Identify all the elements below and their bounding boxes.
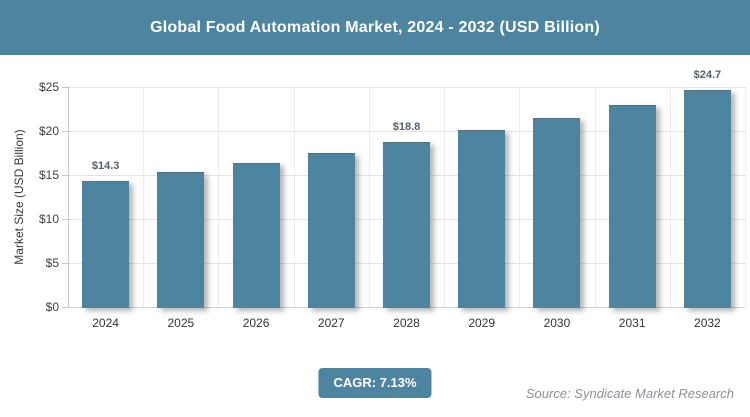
- bar-value-label: $24.7: [693, 68, 722, 81]
- chart-title-bar: Global Food Automation Market, 2024 - 20…: [0, 0, 750, 55]
- bar-2028: [383, 141, 430, 308]
- bar-value-label: $18.8: [392, 120, 421, 133]
- gridline-vertical: [594, 87, 596, 307]
- x-axis-label-2031: 2031: [618, 316, 646, 330]
- bar-2031: [608, 104, 656, 308]
- gridline-vertical: [143, 87, 145, 307]
- x-axis-label-2030: 2030: [543, 316, 571, 330]
- gridline-vertical: [293, 87, 295, 307]
- source-credit: Source: Syndicate Market Research: [525, 386, 734, 401]
- gridline-vertical: [745, 87, 746, 307]
- bar-2025: [157, 172, 205, 308]
- x-axis-label-2029: 2029: [468, 316, 496, 330]
- bar-2032: [683, 89, 731, 308]
- x-axis-label-2027: 2027: [317, 316, 345, 330]
- bar-2030: [533, 117, 581, 308]
- gridline-vertical: [218, 87, 220, 307]
- bar-2026: [232, 162, 280, 308]
- cagr-badge: CAGR: 7.13%: [318, 368, 432, 398]
- gridline-vertical: [519, 87, 521, 307]
- y-axis-tick-label: $15: [38, 168, 59, 182]
- bar-2027: [307, 153, 355, 308]
- x-axis-label-2025: 2025: [167, 316, 195, 330]
- y-axis-tick: [62, 175, 68, 176]
- x-axis-label-2032: 2032: [694, 316, 721, 330]
- gridline-horizontal: [68, 131, 745, 132]
- gridline-vertical: [368, 87, 370, 307]
- y-axis-line: [68, 86, 69, 307]
- bar-value-label: $14.3: [91, 160, 120, 173]
- gridline-vertical: [444, 87, 446, 307]
- gridline-horizontal: [68, 87, 745, 88]
- y-axis-tick-label: $10: [38, 212, 59, 226]
- y-axis-tick-label: $20: [38, 124, 59, 138]
- y-axis-tick: [62, 307, 68, 308]
- y-axis-tick-label: $0: [45, 300, 59, 314]
- x-axis-label-2028: 2028: [393, 316, 420, 330]
- bar-2029: [458, 130, 506, 308]
- y-axis-tick: [62, 219, 68, 220]
- x-axis-label-2026: 2026: [242, 316, 270, 330]
- y-axis-tick: [62, 87, 68, 88]
- gridline-vertical: [669, 87, 671, 307]
- x-axis-label-2024: 2024: [92, 316, 119, 330]
- y-axis-tick: [62, 131, 68, 132]
- y-axis-title: Market Size (USD Billion): [12, 129, 26, 265]
- y-axis-tick-label: $25: [38, 80, 59, 94]
- y-axis-tick-label: $5: [45, 256, 59, 270]
- chart-title: Global Food Automation Market, 2024 - 20…: [150, 18, 600, 36]
- y-axis-tick: [62, 263, 68, 264]
- bar-2024: [82, 181, 130, 308]
